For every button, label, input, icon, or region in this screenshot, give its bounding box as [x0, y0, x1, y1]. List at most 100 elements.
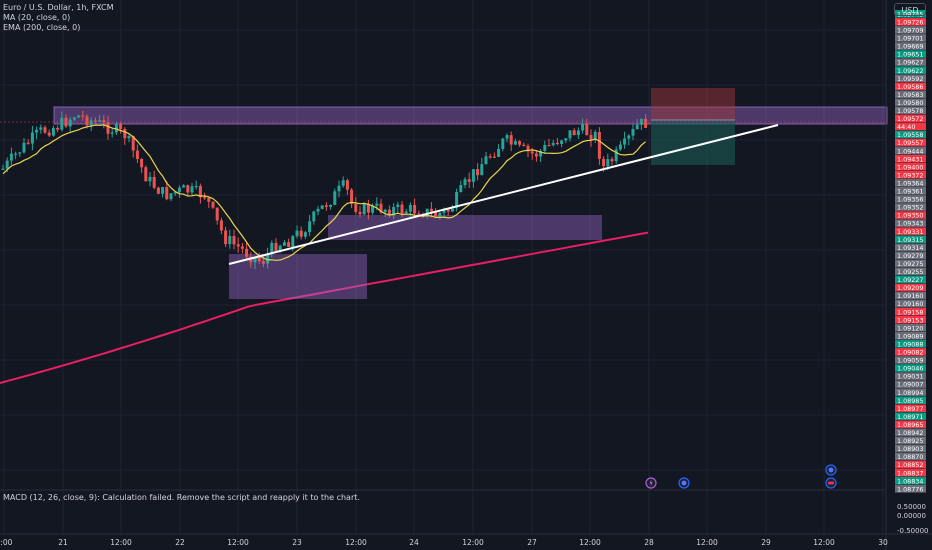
- candle: [60, 111, 64, 132]
- price-badge: 44:40: [895, 122, 926, 131]
- candle: [110, 128, 114, 138]
- price-badge: 1.09431: [895, 154, 926, 163]
- dividend-icon[interactable]: [825, 477, 837, 489]
- candle: [635, 118, 639, 130]
- calendar-event-icon[interactable]: [678, 477, 690, 489]
- candle: [308, 215, 312, 237]
- price-badge: 1.09209: [895, 283, 926, 292]
- symbol-title[interactable]: Euro / U.S. Dollar, 1h, FXCM: [3, 3, 114, 12]
- price-axis[interactable]: 1.097451.097261.097091.097011.096691.096…: [895, 10, 926, 493]
- price-badge: 1.09586: [895, 82, 926, 91]
- earnings-icon[interactable]: [825, 464, 837, 476]
- price-badge: 1.09364: [895, 179, 926, 187]
- candle: [518, 140, 522, 148]
- price-badge: 1.08834: [895, 476, 926, 485]
- candle: [232, 229, 236, 250]
- take-profit-zone[interactable]: [651, 120, 735, 165]
- price-label: 1.09578: [897, 107, 923, 115]
- candle: [194, 180, 198, 190]
- price-badge: 1.09089: [895, 332, 926, 340]
- candle: [539, 149, 543, 162]
- trendline[interactable]: [228, 124, 779, 265]
- price-badge: 1.09120: [895, 323, 926, 332]
- candle: [333, 188, 337, 206]
- candle: [438, 211, 442, 220]
- candle: [476, 163, 480, 181]
- time-axis[interactable]: 2:00 21 12:00 22 12:00 23 12:00 24 12:00 27 12:00 2…: [0, 538, 888, 547]
- lightning-icon[interactable]: [645, 477, 657, 489]
- currency-button[interactable]: USD: [894, 3, 926, 16]
- candle: [257, 252, 261, 264]
- candle: [568, 130, 572, 142]
- price-badge: 1.09726: [895, 18, 926, 26]
- candle: [396, 201, 400, 213]
- price-label: 1.08971: [897, 413, 923, 421]
- candle: [190, 182, 194, 196]
- price-label: 1.09088: [897, 340, 923, 348]
- candle: [106, 115, 110, 140]
- time-label: 12:00: [462, 538, 484, 547]
- candle: [165, 181, 169, 201]
- price-label: 1.08965: [897, 421, 923, 429]
- candle: [572, 128, 576, 136]
- candle: [644, 114, 648, 128]
- candle: [581, 118, 585, 134]
- candle: [551, 139, 555, 147]
- candle: [245, 242, 249, 261]
- price-label: 1.08776: [897, 485, 923, 493]
- candle: [497, 143, 501, 157]
- price-label: 1.09400: [897, 163, 923, 171]
- candle: [341, 176, 345, 188]
- candle: [408, 202, 412, 218]
- time-label: 12:00: [227, 538, 249, 547]
- price-label: 1.09089: [897, 332, 923, 340]
- candle: [123, 127, 127, 145]
- price-label: 1.08903: [897, 445, 923, 453]
- candle: [77, 114, 81, 118]
- time-label: 27: [527, 538, 537, 547]
- price-label: 1.09255: [897, 268, 923, 276]
- candle: [597, 127, 601, 165]
- price-label: 1.09586: [897, 83, 923, 91]
- ma-indicator-label[interactable]: MA (20, close, 0): [3, 13, 71, 22]
- time-label: 22: [175, 538, 185, 547]
- candle: [623, 131, 627, 149]
- candle: [543, 140, 547, 154]
- candle: [144, 165, 148, 182]
- macd-scale-label: 0.50000: [897, 503, 926, 511]
- time-label: 12:00: [345, 538, 367, 547]
- ema-200-line[interactable]: [0, 231, 649, 384]
- price-badge: 1.09444: [895, 146, 926, 155]
- price-label: 1.09622: [897, 67, 923, 75]
- candle: [287, 238, 291, 248]
- candle: [358, 206, 362, 218]
- price-label: 1.08870: [897, 453, 923, 461]
- ma-20-line[interactable]: [2, 124, 646, 261]
- stop-loss-zone[interactable]: [651, 88, 735, 120]
- price-label: 1.09343: [897, 220, 923, 228]
- candle: [312, 210, 316, 225]
- candle: [589, 129, 593, 147]
- price-label: 1.09160: [897, 300, 923, 308]
- price-label: 1.09007: [897, 381, 923, 389]
- price-label: 1.09431: [897, 155, 923, 163]
- candle: [299, 226, 303, 240]
- candle: [270, 240, 274, 258]
- candle: [362, 202, 366, 216]
- candle: [177, 185, 181, 198]
- candle: [236, 237, 240, 253]
- price-badge: 1.09227: [895, 275, 926, 284]
- price-label: 44:40: [897, 123, 915, 131]
- time-label: 12:00: [110, 538, 132, 547]
- price-label: 1.09227: [897, 276, 923, 284]
- candle: [627, 133, 631, 146]
- ema-indicator-label[interactable]: EMA (200, close, 0): [3, 23, 81, 32]
- price-label: 1.09209: [897, 284, 923, 292]
- price-badge: 1.09372: [895, 171, 926, 179]
- resistance-zone[interactable]: [53, 106, 888, 125]
- candle: [81, 110, 85, 121]
- price-label: 1.09160: [897, 292, 923, 300]
- price-label: 1.09580: [897, 99, 923, 107]
- price-badge: 1.09350: [895, 211, 926, 220]
